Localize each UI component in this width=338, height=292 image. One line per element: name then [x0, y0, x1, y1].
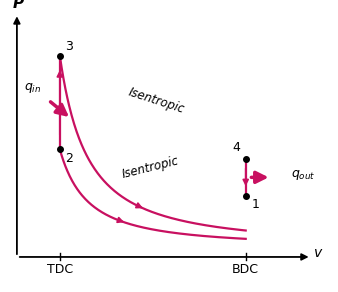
Text: 3: 3 — [66, 40, 73, 53]
Text: $q_\mathregular{in}$: $q_\mathregular{in}$ — [24, 81, 41, 95]
Text: Isentropic: Isentropic — [121, 154, 180, 181]
Text: BDC: BDC — [232, 263, 259, 276]
Text: v: v — [314, 246, 322, 260]
Text: 4: 4 — [232, 141, 240, 154]
Text: Isentropic: Isentropic — [127, 85, 187, 116]
Text: 2: 2 — [66, 152, 73, 165]
Text: $q_\mathregular{out}$: $q_\mathregular{out}$ — [291, 168, 316, 182]
Text: 1: 1 — [251, 199, 259, 211]
Text: TDC: TDC — [47, 263, 73, 276]
Text: P: P — [13, 0, 24, 11]
